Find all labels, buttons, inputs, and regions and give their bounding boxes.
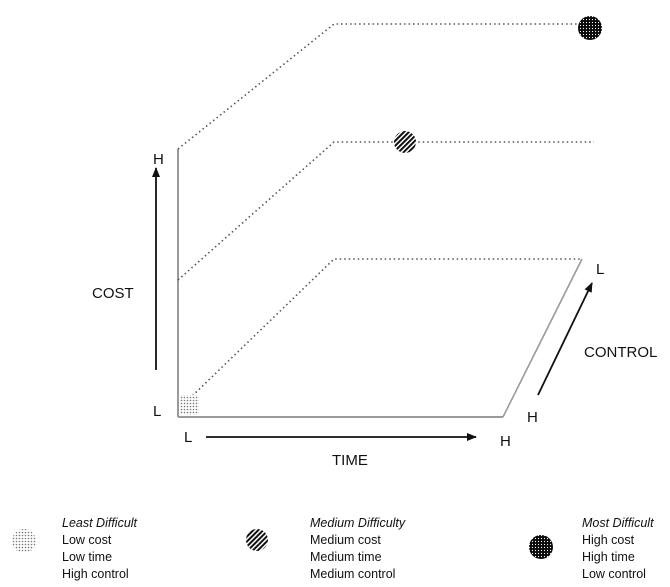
- legend-least-difficult-title: Least Difficult: [62, 516, 138, 530]
- control-high-label: H: [527, 409, 538, 426]
- medium-difficulty-marker: [394, 131, 416, 153]
- legend-least-difficult-line: Low time: [62, 550, 113, 564]
- medium-cost-plane-outline: [177, 141, 594, 281]
- legend-least-difficult: Least Difficult Low cost Low time High c…: [62, 515, 137, 583]
- legend-most-difficult-line: High cost: [582, 533, 635, 547]
- control-low-label: L: [596, 261, 604, 278]
- legend-most-difficult: Most Difficult High cost High time Low c…: [582, 515, 654, 583]
- control-arrow: [537, 282, 593, 396]
- most-difficult-marker: [578, 16, 602, 40]
- legend-most-difficult-swatch: [529, 535, 553, 559]
- legend-most-difficult-line: Low control: [582, 567, 646, 581]
- cost-high-label: H: [153, 151, 164, 168]
- legend-medium-difficulty: Medium Difficulty Medium cost Medium tim…: [310, 515, 405, 583]
- cost-low-label: L: [153, 403, 161, 420]
- least-difficult-marker: [180, 395, 199, 415]
- time-low-label: L: [184, 429, 192, 446]
- time-axis-label: TIME: [332, 452, 368, 469]
- legend-medium-difficulty-title: Medium Difficulty: [310, 516, 406, 530]
- low-cost-plane-outline: [185, 258, 582, 403]
- legend-least-difficult-swatch: [12, 529, 36, 553]
- legend-most-difficult-line: High time: [582, 550, 635, 564]
- legend-medium-difficulty-line: Medium cost: [310, 533, 381, 547]
- legend-least-difficult-line: High control: [62, 567, 129, 581]
- control-axis-label: CONTROL: [584, 344, 657, 361]
- legend-most-difficult-title: Most Difficult: [582, 516, 654, 530]
- control-axis-line: [502, 258, 583, 418]
- cost-axis-label: COST: [92, 285, 134, 302]
- legend-medium-difficulty-line: Medium time: [310, 550, 382, 564]
- legend-least-difficult-line: Low cost: [62, 533, 112, 547]
- time-high-label: H: [500, 433, 511, 450]
- high-cost-plane-outline: [177, 23, 592, 150]
- legend-medium-difficulty-swatch: [246, 529, 268, 551]
- legend-medium-difficulty-line: Medium control: [310, 567, 396, 581]
